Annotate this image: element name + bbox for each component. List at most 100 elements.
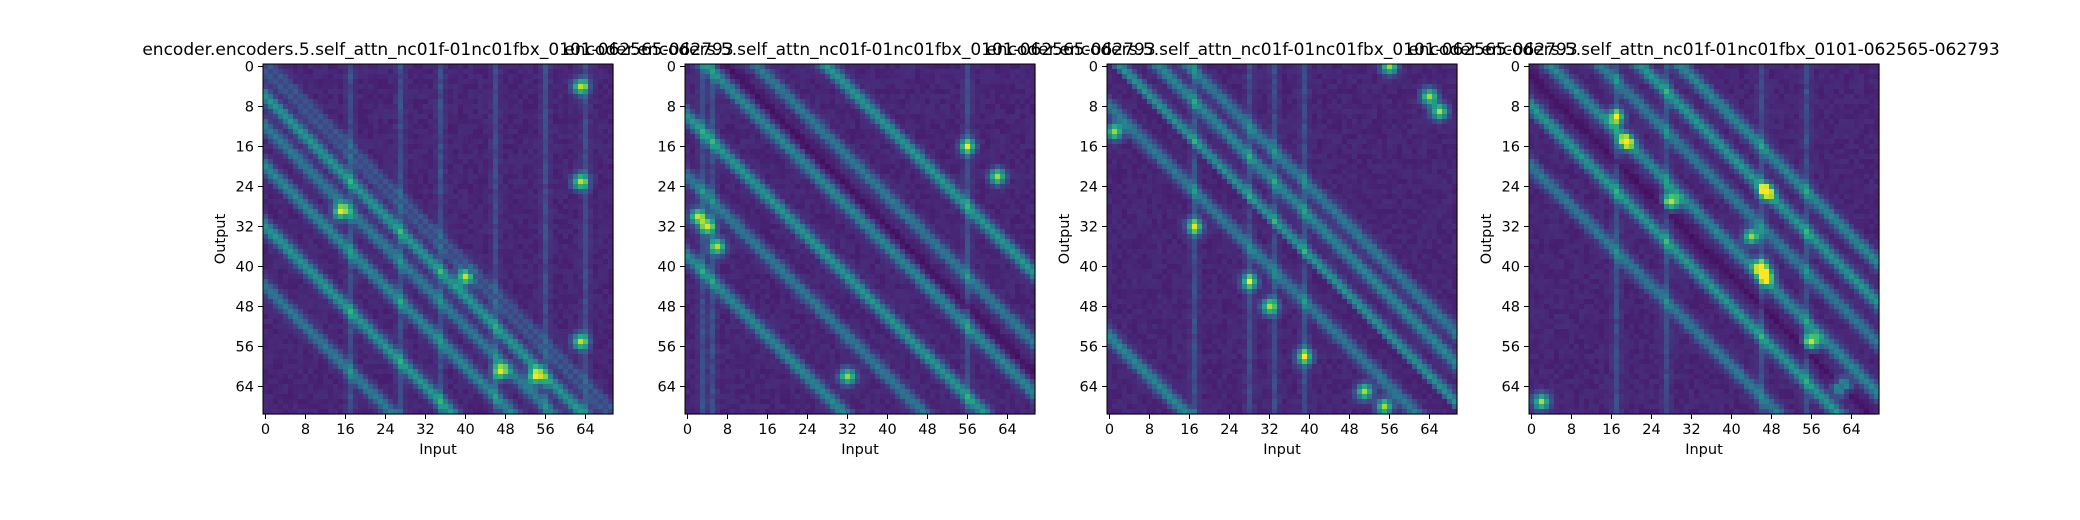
heatmap-cell [493, 349, 499, 355]
heatmap-cell [503, 219, 509, 225]
heatmap-cell [313, 409, 319, 415]
heatmap-cell [283, 249, 289, 255]
heatmap-cell [303, 344, 309, 350]
heatmap-cell [568, 74, 574, 80]
heatmap-cell [408, 84, 414, 90]
heatmap-cell [293, 189, 299, 195]
heatmap-cell [523, 84, 529, 90]
heatmap-cell [453, 239, 459, 245]
heatmap-cell [443, 194, 449, 200]
heatmap-cell [353, 349, 359, 355]
heatmap-cell [318, 84, 324, 90]
heatmap-cell [268, 239, 274, 245]
heatmap-cell [398, 94, 404, 100]
heatmap-cell [438, 94, 444, 100]
heatmap-cell [323, 304, 329, 310]
heatmap-cell [533, 259, 539, 265]
heatmap-cell [583, 324, 589, 330]
heatmap-cell [403, 194, 409, 200]
heatmap-cell [448, 129, 454, 135]
heatmap-cell [348, 249, 354, 255]
heatmap-cell [353, 264, 359, 270]
heatmap-cell [408, 279, 414, 285]
heatmap-cell [313, 154, 319, 160]
heatmap-cell [298, 179, 304, 185]
heatmap-cell [348, 99, 354, 105]
heatmap-cell [333, 159, 339, 165]
heatmap-cell [303, 259, 309, 265]
heatmap-cell [408, 154, 414, 160]
heatmap-cell [368, 374, 374, 380]
heatmap-cell [433, 254, 439, 260]
heatmap-cell [468, 209, 474, 215]
heatmap-cell [263, 174, 269, 180]
heatmap-cell [268, 319, 274, 325]
heatmap-cell [548, 129, 554, 135]
heatmap-cell [398, 254, 404, 260]
heatmap-cell [383, 359, 389, 365]
heatmap-cell [283, 204, 289, 210]
heatmap-cell [473, 254, 479, 260]
heatmap-cell [378, 194, 384, 200]
heatmap-cell [603, 304, 609, 310]
heatmap-cell [483, 99, 489, 105]
heatmap-cell [588, 354, 594, 360]
heatmap-cell [478, 159, 484, 165]
heatmap-cell [598, 104, 604, 110]
heatmap-cell [578, 204, 584, 210]
heatmap-cell [453, 384, 459, 390]
heatmap-cell [558, 399, 564, 405]
heatmap-cell [568, 324, 574, 330]
heatmap-cell [363, 379, 369, 385]
heatmap-cell [588, 249, 594, 255]
heatmap-cell [328, 299, 334, 305]
heatmap-cell [508, 79, 514, 85]
heatmap-cell [323, 394, 329, 400]
heatmap-cell [483, 319, 489, 325]
heatmap-cell [358, 334, 364, 340]
heatmap-cell [533, 129, 539, 135]
heatmap-cell [603, 369, 609, 375]
heatmap-cell [538, 369, 544, 375]
heatmap-cell [438, 84, 444, 90]
heatmap-cell [428, 264, 434, 270]
heatmap-cell [393, 214, 399, 220]
heatmap-cell [543, 244, 549, 250]
heatmap-cell [568, 339, 574, 345]
heatmap-cell [323, 169, 329, 175]
heatmap-cell [563, 269, 569, 275]
heatmap-cell [368, 324, 374, 330]
heatmap-cell [363, 309, 369, 315]
heatmap-cell [343, 224, 349, 230]
heatmap-cell [523, 99, 529, 105]
heatmap-cell [398, 79, 404, 85]
heatmap-cell [468, 119, 474, 125]
heatmap-cell [533, 239, 539, 245]
heatmap-cell [293, 99, 299, 105]
heatmap-cell [393, 244, 399, 250]
heatmap-cell [558, 394, 564, 400]
heatmap-cell [458, 124, 464, 130]
heatmap-cell [413, 94, 419, 100]
heatmap-cell [443, 279, 449, 285]
heatmap-cell [388, 399, 394, 405]
heatmap-cell [568, 249, 574, 255]
heatmap-cell [533, 284, 539, 290]
heatmap-cell [358, 304, 364, 310]
heatmap-cell [423, 319, 429, 325]
heatmap-cell [438, 139, 444, 145]
heatmap-cell [583, 174, 589, 180]
heatmap-cell [438, 209, 444, 215]
heatmap-cell [393, 189, 399, 195]
heatmap-cell [558, 309, 564, 315]
heatmap-cell [268, 279, 274, 285]
heatmap-cell [608, 374, 614, 380]
heatmap-cell [483, 179, 489, 185]
heatmap-cell [573, 94, 579, 100]
heatmap-cell [448, 289, 454, 295]
heatmap-cell [433, 79, 439, 85]
heatmap-cell [503, 349, 509, 355]
heatmap-cell [368, 344, 374, 350]
heatmap-cell [538, 84, 544, 90]
heatmap-cell [383, 289, 389, 295]
